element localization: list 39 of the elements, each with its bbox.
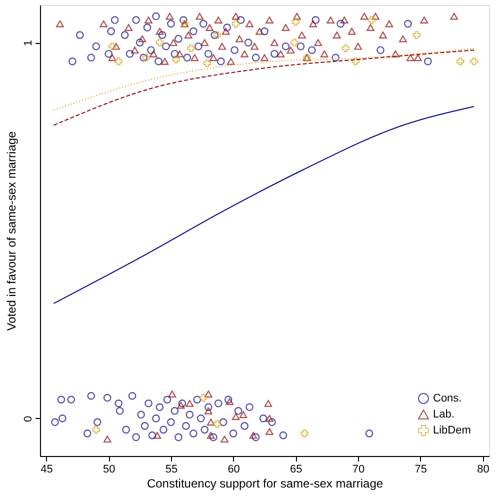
point <box>213 31 222 39</box>
x-tick-label: 60 <box>228 464 240 476</box>
y-tick-label: 0 <box>22 416 34 422</box>
point <box>172 56 180 64</box>
legend-label: Cons. <box>433 392 462 404</box>
x-axis-title: Constituency support for same-sex marriage <box>146 476 384 490</box>
point <box>187 44 195 52</box>
point <box>290 38 298 46</box>
point <box>156 38 164 46</box>
point <box>412 31 421 39</box>
point <box>368 16 376 24</box>
x-tick-label: 50 <box>102 464 116 476</box>
line-series <box>53 106 475 304</box>
y-tick-label: 1 <box>22 40 34 46</box>
point <box>470 57 478 66</box>
line-series <box>53 50 475 126</box>
x-tick-label: 75 <box>414 464 428 476</box>
point <box>142 54 150 62</box>
point <box>92 426 100 434</box>
point <box>352 57 360 66</box>
point <box>199 394 208 402</box>
x-tick-label: 70 <box>352 464 365 476</box>
x-tick-label: 80 <box>477 464 490 476</box>
legend-label: LibDem <box>433 424 471 436</box>
point <box>300 430 308 438</box>
point <box>114 57 122 66</box>
point <box>213 420 222 428</box>
point <box>456 57 464 66</box>
point <box>203 59 212 68</box>
x-tick-label: 65 <box>290 464 302 476</box>
point <box>342 44 350 52</box>
point <box>292 18 300 26</box>
point <box>108 42 116 50</box>
line-series <box>53 48 475 111</box>
x-tick-label: 45 <box>40 464 53 476</box>
x-tick-label: 55 <box>165 464 178 476</box>
point <box>232 20 240 28</box>
y-axis-title: Voted in favour of same-sex marriage <box>4 130 18 331</box>
legend-label: Lab. <box>433 408 454 420</box>
